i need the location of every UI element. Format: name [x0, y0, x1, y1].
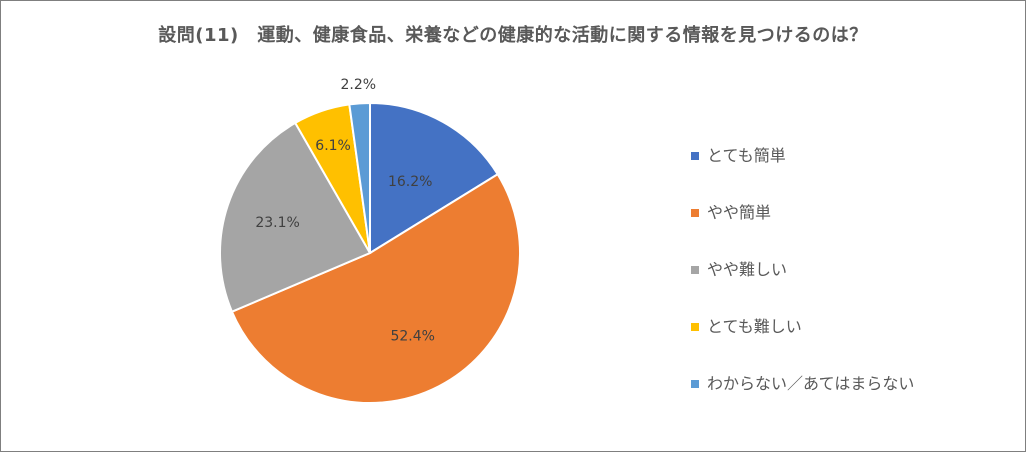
- pie-slice-3: [219, 121, 372, 314]
- legend-label-5: わからない／あてはまらない: [707, 374, 915, 393]
- pie-slice-2: [230, 172, 521, 404]
- data-label-4: 6.1%: [315, 138, 351, 154]
- data-label-5: 2.2%: [341, 77, 377, 93]
- legend-swatch-2: [691, 208, 699, 217]
- data-label-1: 16.2%: [388, 174, 432, 190]
- data-label-3: 23.1%: [255, 215, 299, 231]
- pie-slice-5: [348, 101, 371, 254]
- legend-item-1: とても簡単: [691, 144, 786, 168]
- legend-label-2: やや簡単: [707, 203, 772, 222]
- legend-label-4: とても難しい: [707, 317, 802, 336]
- chart-title: 設問(11) 運動、健康食品、栄養などの健康的な活動に関する情報を見つけるのは？: [158, 25, 868, 46]
- legend-label-3: やや難しい: [707, 260, 788, 279]
- data-label-2: 52.4%: [390, 329, 434, 345]
- legend-item-2: やや簡単: [691, 201, 771, 225]
- legend-swatch-5: [691, 379, 699, 388]
- legend-label-1: とても簡単: [707, 146, 786, 165]
- legend-swatch-1: [691, 151, 699, 160]
- legend-swatch-4: [691, 322, 699, 331]
- legend-item-5: わからない／あてはまらない: [691, 372, 914, 396]
- legend-item-3: やや難しい: [691, 258, 787, 282]
- legend-swatch-3: [691, 265, 699, 274]
- pie-slice-1: [369, 101, 500, 255]
- legend-item-4: とても難しい: [691, 315, 802, 339]
